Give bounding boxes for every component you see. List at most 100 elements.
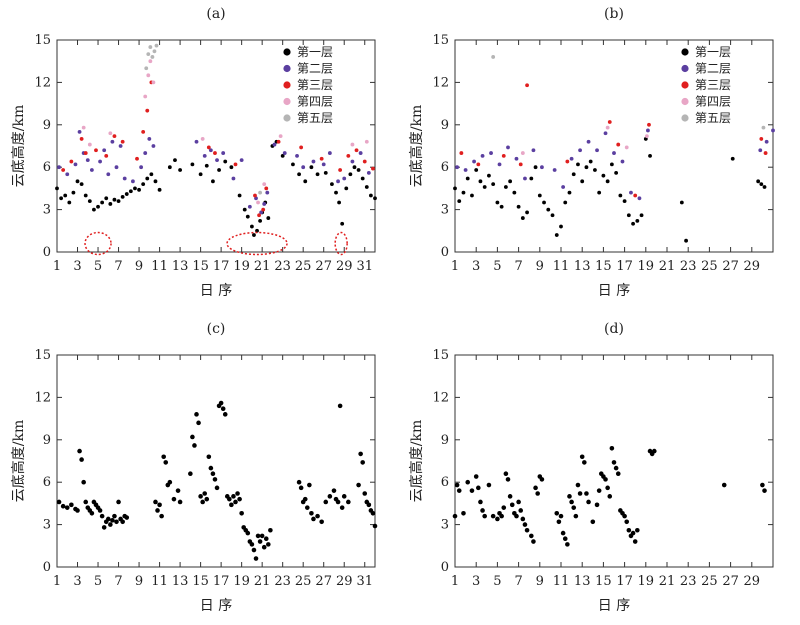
data-point [253,556,259,561]
x-tick-label: 15 [192,259,209,274]
data-point [644,134,649,139]
data-point [584,165,589,170]
data-point [104,153,109,158]
data-point [362,159,367,164]
data-point [567,190,572,195]
data-point [255,228,259,233]
data-point [83,499,89,505]
data-point [535,491,540,496]
y-tick-label: 0 [441,245,449,260]
data-point [489,151,493,155]
data-point [550,213,555,218]
data-point [148,45,153,49]
data-point [99,513,105,519]
y-tick-label: 0 [441,560,449,575]
legend-marker [283,97,291,106]
data-point [178,168,182,172]
data-point [495,200,500,205]
data-point [264,186,269,191]
data-point [94,148,98,153]
data-point [618,193,623,198]
data-point [122,176,127,181]
data-point [258,190,263,195]
data-point [482,185,487,189]
data-point [249,542,255,547]
data-point [594,502,600,508]
legend-entry: 第二层 [695,62,731,76]
data-point [336,179,340,184]
data-point [486,482,492,488]
data-point [478,179,483,184]
data-point [145,176,150,181]
data-point [476,485,481,491]
data-point [282,151,287,155]
x-tick-label: 15 [595,259,612,274]
data-point [149,172,154,177]
data-point [69,159,74,164]
data-point [648,153,652,158]
data-point [509,502,515,508]
data-point [75,508,80,513]
data-point [626,527,632,533]
x-tick-label: 9 [536,259,544,274]
data-point [346,153,351,158]
data-point [540,165,544,170]
data-point [762,488,767,493]
data-point [584,491,589,496]
x-tick-label: 13 [574,259,591,274]
data-point [215,158,219,163]
y-tick-label: 9 [43,118,51,133]
data-point [323,499,329,505]
panel-label: (b) [604,6,624,22]
data-point [190,162,195,167]
data-point [112,197,117,202]
x-tick-label: 29 [336,574,353,589]
data-point [358,151,363,155]
data-point [518,162,523,167]
data-point [112,513,117,519]
data-point [242,207,247,212]
y-axis-title: 云底高度/km [10,105,27,187]
legend-entry: 第四层 [695,95,731,109]
data-point [505,477,511,482]
data-point [233,162,238,167]
data-point [237,193,242,198]
data-point [605,485,610,491]
data-point [552,168,557,172]
data-point [266,542,271,547]
data-point [465,479,471,485]
data-point [112,134,117,139]
data-point [77,448,82,454]
data-point [364,139,369,144]
legend-marker [681,48,689,56]
data-point [337,200,341,205]
x-tick-label: 19 [638,574,655,589]
data-point [173,158,177,163]
data-point [558,513,564,519]
annotation-ellipse [226,231,288,256]
x-axis-title: 日 序 [598,283,630,299]
data-point [77,129,82,134]
data-point [562,536,568,542]
data-point [635,219,640,223]
data-point [615,471,621,477]
legend-entry: 第三层 [297,78,333,92]
data-point [237,496,242,502]
data-point [56,499,62,505]
data-point [491,182,496,187]
x-tick-label: 5 [493,574,501,589]
x-tick-label: 11 [553,574,570,589]
data-point [588,159,593,164]
data-point [624,519,630,525]
data-point [455,165,460,170]
data-point [89,510,95,516]
x-tick-label: 27 [315,259,332,274]
data-point [262,202,267,206]
data-point [104,196,109,201]
data-point [59,196,64,201]
data-point [315,513,320,519]
data-point [124,192,129,196]
